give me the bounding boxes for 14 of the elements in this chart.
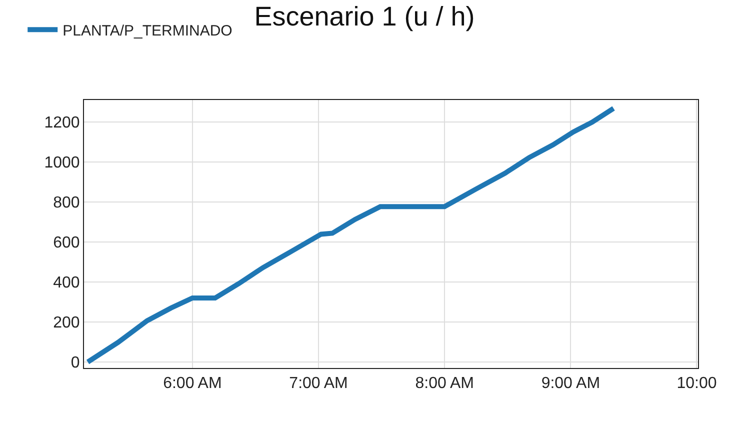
x-tick-label: 7:00 AM	[289, 375, 348, 392]
legend-label: PLANTA/P_TERMINADO	[62, 22, 232, 40]
y-tick-label: 600	[53, 234, 80, 252]
x-tick-label: 6:00 AM	[163, 375, 222, 392]
x-tick-label: 9:00 AM	[541, 375, 600, 392]
y-tick-label: 1200	[44, 114, 80, 132]
y-tick-label: 400	[53, 274, 80, 292]
y-tick-label: 1000	[44, 154, 80, 172]
x-tick-label: 8:00 AM	[415, 375, 474, 392]
chart-title: Escenario 1 (u / h)	[254, 1, 475, 32]
y-tick-label: 200	[53, 314, 80, 332]
x-tick-label: 10:00	[676, 375, 717, 392]
y-tick-label: 0	[70, 354, 80, 372]
y-tick-label: 800	[53, 194, 80, 212]
